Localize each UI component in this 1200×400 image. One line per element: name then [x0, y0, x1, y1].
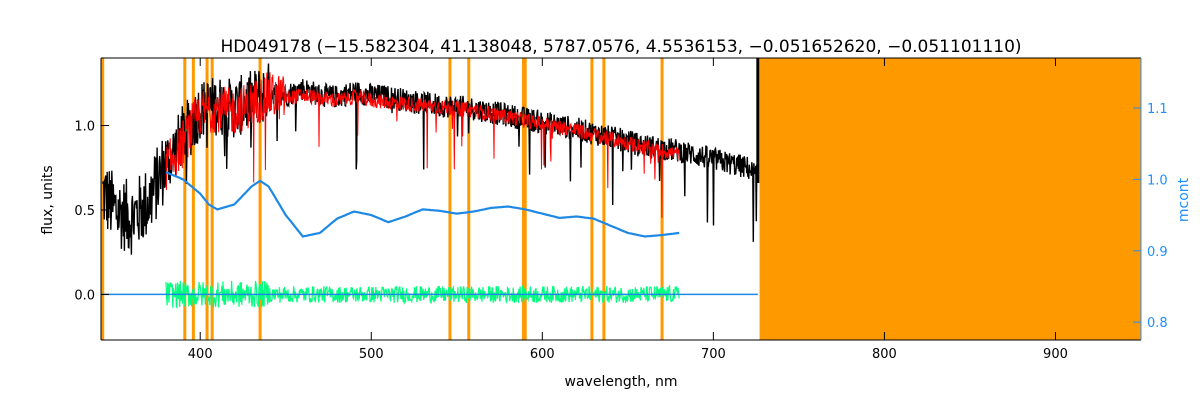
- y-tick-label: 0.0: [74, 288, 95, 303]
- x-tick-label: 500: [359, 347, 384, 362]
- masked-line: [205, 58, 209, 340]
- x-tick-label: 400: [188, 347, 213, 362]
- x-axis-label: wavelength, nm: [565, 374, 678, 390]
- masked-regions: [101, 58, 1141, 340]
- x-tick-label: 700: [701, 347, 726, 362]
- masked-line: [590, 58, 594, 340]
- y2-axis-label: mcont: [1176, 177, 1192, 222]
- x-tick-label: 800: [872, 347, 897, 362]
- chart-title: HD049178 (−15.582304, 41.138048, 5787.05…: [220, 37, 1021, 57]
- y2-tick-label: 1.0: [1147, 173, 1168, 188]
- x-tick-label: 900: [1043, 347, 1068, 362]
- residuals: [101, 280, 758, 310]
- model-line: [165, 72, 680, 219]
- x-tick-label: 600: [530, 347, 555, 362]
- masked-line: [210, 58, 214, 340]
- model-flux: [165, 72, 680, 219]
- masked-line: [523, 58, 527, 340]
- masked-line: [602, 58, 606, 340]
- y2-tick-label: 1.1: [1147, 102, 1168, 117]
- continuum-curve: [165, 171, 680, 238]
- y-axis-label: flux, units: [40, 165, 56, 234]
- continuum-line: [165, 171, 680, 238]
- residual-line: [165, 280, 680, 310]
- x-axis-ticks: 400 500 600 700 800 900: [188, 58, 1068, 362]
- y-axis-ticks: 0.0 0.5 1.0: [74, 120, 109, 303]
- y2-tick-label: 0.9: [1147, 245, 1168, 260]
- y-tick-label: 0.5: [74, 204, 95, 219]
- y-tick-label: 1.0: [74, 120, 95, 135]
- masked-region: [759, 58, 1141, 340]
- plot-frame: [100, 57, 1142, 341]
- observed-line: [102, 63, 759, 255]
- y2-axis-ticks: 0.8 0.9 1.0 1.1: [1133, 102, 1168, 331]
- masked-line: [191, 58, 195, 340]
- masked-line: [448, 58, 452, 340]
- masked-line: [522, 58, 525, 340]
- masked-line: [101, 58, 105, 340]
- masked-line: [467, 58, 471, 340]
- masked-line: [258, 58, 262, 340]
- masked-line: [183, 58, 187, 340]
- y2-tick-label: 0.8: [1147, 316, 1168, 331]
